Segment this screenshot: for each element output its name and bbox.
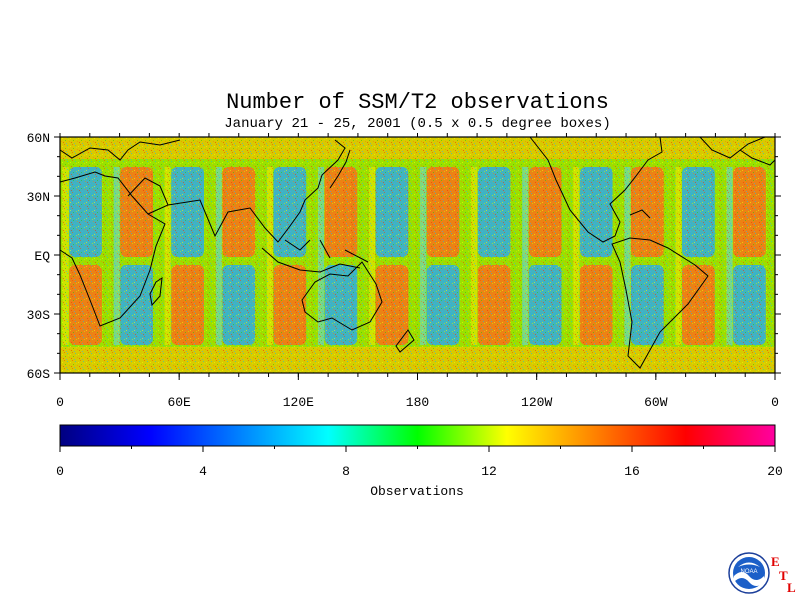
field-noise: [60, 137, 775, 373]
coastlines: [59, 136, 776, 369]
lon-label: 0: [771, 395, 779, 410]
etl-letter-e: E: [771, 554, 780, 569]
longitude-axis: 0 60E 120E 180 120W 60W 0: [56, 133, 779, 410]
colorbar: [59, 424, 776, 447]
noaa-logo: NOAA: [728, 552, 770, 594]
indonesia-coastline: [261, 239, 369, 273]
arabia-coastline: [127, 177, 169, 215]
madagascar-coastline: [149, 276, 163, 307]
australia-coastline: [301, 261, 383, 331]
lat-label: 60N: [27, 131, 50, 146]
colorbar-ticks: 0 4 8 12 16 20: [56, 446, 783, 479]
asia-coastline: [167, 139, 346, 243]
new-zealand-coastline: [395, 329, 415, 353]
etl-letter-t: T: [779, 568, 788, 583]
north-america-coastline: [529, 136, 663, 243]
lon-label: 60E: [167, 395, 191, 410]
noaa-logo-text: NOAA: [740, 569, 757, 575]
colorbar-label: Observations: [370, 484, 464, 499]
latitude-axis: 60N 30N EQ 30S 60S: [27, 131, 781, 382]
colorbar-tick-label: 8: [342, 464, 350, 479]
map-title: Number of SSM/T2 observations: [226, 90, 609, 115]
lon-label: 180: [406, 395, 429, 410]
colorbar-tick-label: 20: [767, 464, 783, 479]
europe-east-coastline: [739, 149, 776, 166]
greenland-coastline: [699, 136, 766, 159]
colorbar-tick-label: 4: [199, 464, 207, 479]
lat-label: EQ: [34, 249, 50, 264]
colorbar-tick-label: 12: [481, 464, 497, 479]
lon-label: 120W: [521, 395, 552, 410]
colorbar-tick-label: 0: [56, 464, 64, 479]
lon-label: 60W: [644, 395, 668, 410]
etl-letter-l: L: [787, 580, 796, 595]
lat-label: 60S: [27, 367, 51, 382]
japan-coastline: [329, 149, 351, 189]
lat-label: 30S: [27, 308, 51, 323]
lon-label: 0: [56, 395, 64, 410]
colorbar-tick-label: 16: [624, 464, 640, 479]
caribbean-coastline: [629, 209, 651, 219]
observation-field: [60, 137, 775, 373]
lon-label: 120E: [283, 395, 314, 410]
europe-coastline: [59, 139, 181, 161]
south-america-coastline: [611, 237, 709, 369]
map-subtitle: January 21 - 25, 2001 (0.5 x 0.5 degree …: [224, 116, 611, 132]
lat-label: 30N: [27, 190, 50, 205]
africa-coastline: [59, 171, 166, 327]
